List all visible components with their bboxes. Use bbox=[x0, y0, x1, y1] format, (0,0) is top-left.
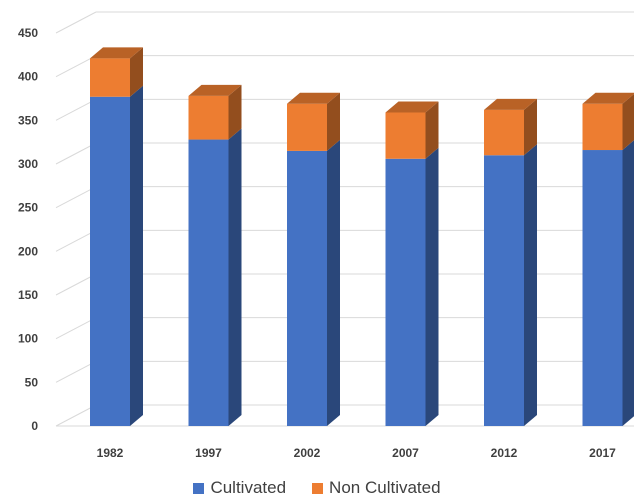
bar-non-cultivated bbox=[90, 58, 130, 97]
bar-non-cultivated bbox=[484, 109, 524, 156]
bar-cultivated bbox=[582, 150, 623, 426]
legend-item-non-cultivated: Non Cultivated bbox=[312, 478, 441, 498]
bar-side-cultivated bbox=[327, 139, 340, 426]
bar-top-non-cultivated bbox=[188, 84, 242, 96]
x-tick-label: 2017 bbox=[589, 446, 616, 460]
y-tick-label: 250 bbox=[18, 201, 38, 215]
bar-side-non-cultivated bbox=[228, 84, 242, 140]
gridline-depth bbox=[55, 229, 97, 252]
legend-swatch-cultivated bbox=[193, 482, 205, 494]
gridline-depth bbox=[55, 273, 97, 296]
bar-side-non-cultivated bbox=[622, 94, 634, 151]
gridline-depth bbox=[55, 55, 97, 78]
bar-cultivated bbox=[188, 139, 229, 426]
y-tick-label: 300 bbox=[18, 157, 38, 171]
bar-side-non-cultivated bbox=[524, 98, 537, 156]
bar-top-non-cultivated bbox=[484, 98, 537, 110]
gridline-depth bbox=[55, 404, 97, 427]
x-tick-label: 2012 bbox=[491, 446, 518, 460]
x-tick-label: 2007 bbox=[392, 446, 419, 460]
legend-swatch-non-cultivated bbox=[312, 482, 324, 494]
bar-non-cultivated bbox=[385, 112, 426, 159]
bar-cultivated bbox=[484, 155, 524, 426]
bar-top-non-cultivated bbox=[385, 101, 439, 113]
bar-non-cultivated bbox=[582, 103, 623, 151]
gridline-depth bbox=[55, 186, 97, 209]
gridline-depth bbox=[55, 142, 97, 165]
bar-cultivated bbox=[90, 96, 130, 427]
gridline-depth bbox=[55, 360, 97, 383]
bar-non-cultivated bbox=[188, 95, 229, 140]
bar-side-cultivated bbox=[425, 147, 439, 426]
y-tick-label: 450 bbox=[18, 26, 38, 40]
bar-side-non-cultivated bbox=[425, 101, 439, 159]
y-tick-label: 50 bbox=[25, 375, 39, 389]
bar-top-non-cultivated bbox=[90, 47, 143, 59]
gridline-depth bbox=[55, 11, 97, 34]
y-tick-label: 0 bbox=[31, 419, 38, 433]
bar-side-cultivated bbox=[622, 140, 634, 426]
x-tick-label: 1982 bbox=[97, 446, 124, 460]
bar-side-cultivated bbox=[524, 144, 537, 426]
bar-top-non-cultivated bbox=[287, 92, 340, 104]
bar-top-non-cultivated bbox=[582, 92, 634, 104]
y-tick-label: 150 bbox=[18, 288, 38, 302]
legend-label-cultivated: Cultivated bbox=[210, 478, 287, 497]
y-tick-label: 200 bbox=[18, 244, 38, 258]
y-tick-label: 400 bbox=[18, 70, 38, 84]
x-tick-label: 2002 bbox=[294, 446, 321, 460]
bar-side-cultivated bbox=[130, 85, 143, 427]
bar-side-non-cultivated bbox=[327, 92, 340, 151]
gridline-depth bbox=[55, 317, 97, 340]
x-tick-label: 1997 bbox=[195, 446, 222, 460]
bar-cultivated bbox=[287, 150, 327, 426]
legend-label-non-cultivated: Non Cultivated bbox=[329, 478, 441, 497]
chart-legend: Cultivated Non Cultivated bbox=[0, 478, 634, 498]
gridline-depth bbox=[55, 98, 97, 121]
bar-cultivated bbox=[385, 158, 426, 426]
y-tick-label: 350 bbox=[18, 113, 38, 127]
bar-non-cultivated bbox=[287, 103, 327, 151]
legend-item-cultivated: Cultivated bbox=[193, 478, 286, 498]
y-tick-label: 100 bbox=[18, 332, 38, 346]
bar-side-cultivated bbox=[228, 128, 242, 426]
bar-side-non-cultivated bbox=[130, 47, 143, 97]
